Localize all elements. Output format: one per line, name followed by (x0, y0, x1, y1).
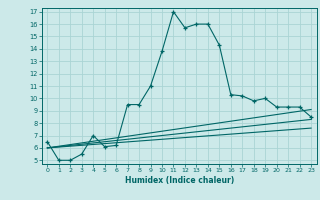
X-axis label: Humidex (Indice chaleur): Humidex (Indice chaleur) (124, 176, 234, 185)
